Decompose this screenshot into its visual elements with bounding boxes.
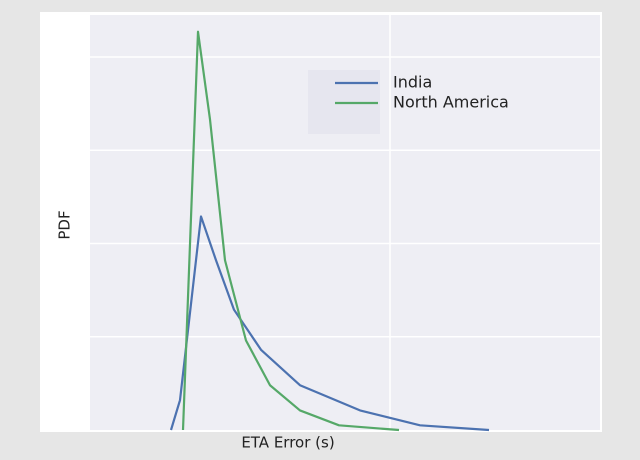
grid	[90, 15, 600, 430]
legend-label: India	[393, 73, 432, 92]
series-line	[181, 30, 400, 432]
x-axis-label: ETA Error (s)	[241, 434, 334, 452]
lines	[169, 30, 490, 432]
legend-label: North America	[393, 93, 509, 112]
series-line	[169, 215, 490, 432]
y-axis-label: PDF	[56, 210, 74, 239]
